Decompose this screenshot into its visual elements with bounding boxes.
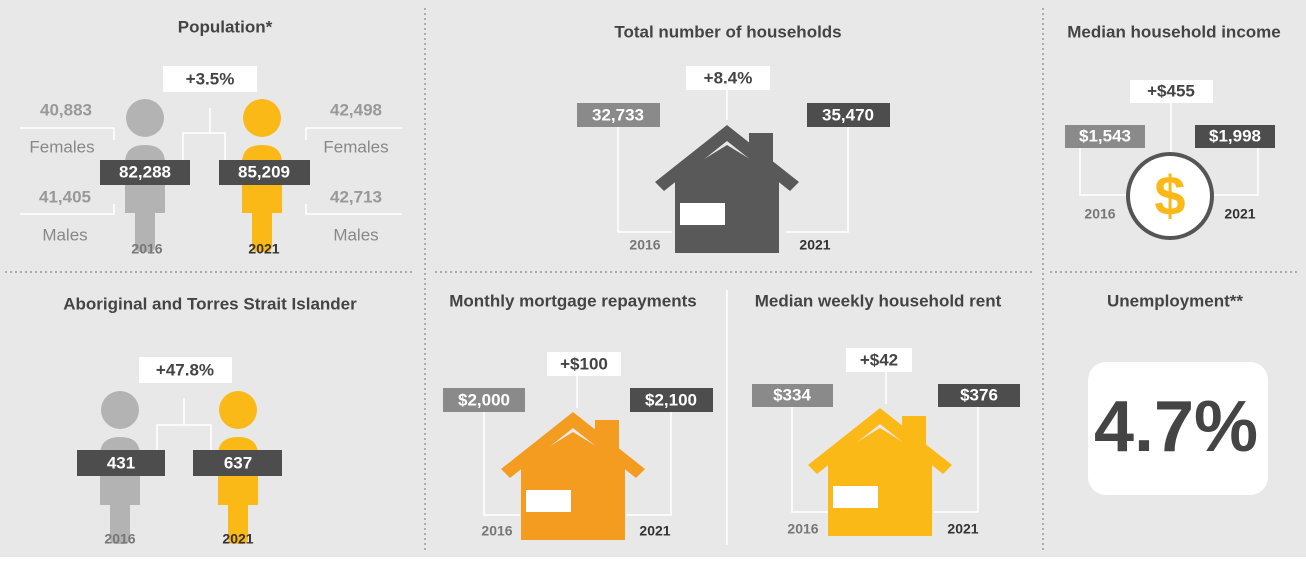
coin-icon <box>1126 152 1214 240</box>
change-box <box>547 352 621 376</box>
value-label: $2,000 <box>458 390 510 409</box>
connector <box>791 372 979 513</box>
value-label: 35,470 <box>822 105 874 124</box>
panel-title: Monthly mortgage repayments <box>449 291 697 310</box>
value-label: $1,998 <box>1209 126 1261 145</box>
year-label: 2016 <box>131 241 162 257</box>
male-label: Males <box>42 225 87 244</box>
value-label: $2,100 <box>645 390 697 409</box>
year-label: 2016 <box>787 521 818 537</box>
panel-title: Median household income <box>1067 22 1280 41</box>
change-label: +3.5% <box>186 69 235 88</box>
value-label: 32,733 <box>592 105 644 124</box>
change-box <box>846 348 912 372</box>
value-box <box>630 388 713 412</box>
year-label: 2021 <box>1224 206 1255 222</box>
year-label: 2016 <box>629 237 660 253</box>
stat-card <box>1088 362 1268 495</box>
value-label: $376 <box>960 385 998 404</box>
connector <box>483 376 672 516</box>
coin-symbol: $ <box>1154 164 1185 227</box>
panel-title: Total number of households <box>614 22 841 41</box>
value-box <box>577 103 660 127</box>
stat-value: 4.7% <box>1094 387 1258 467</box>
change-label: +$100 <box>560 354 608 373</box>
value-box <box>807 103 890 127</box>
panel-title: Median weekly household rent <box>755 291 1002 310</box>
connector <box>1079 103 1259 196</box>
change-label: +8.4% <box>704 68 753 87</box>
male-count: 41,405 <box>39 187 91 206</box>
value-box <box>219 160 310 185</box>
connector <box>20 127 402 215</box>
value-box <box>938 384 1020 407</box>
panel-title: Population* <box>178 17 273 36</box>
value-label: 82,288 <box>119 162 171 181</box>
value-box <box>193 450 282 476</box>
female-count: 42,498 <box>330 100 382 119</box>
panel-title: Aboriginal and Torres Strait Islander <box>63 294 357 313</box>
panel-title: Unemployment** <box>1107 291 1243 310</box>
male-label: Males <box>333 225 378 244</box>
change-box <box>1130 80 1213 103</box>
change-label: +47.8% <box>156 360 214 379</box>
connector <box>156 398 212 462</box>
change-box <box>139 357 232 383</box>
change-box <box>163 66 257 92</box>
change-label: +$42 <box>860 350 898 369</box>
male-count: 42,713 <box>330 187 382 206</box>
value-label: $1,543 <box>1079 126 1131 145</box>
female-label: Females <box>323 137 388 156</box>
value-box <box>1065 125 1145 148</box>
year-label: 2021 <box>639 523 670 539</box>
female-label: Females <box>29 137 94 156</box>
year-label: 2021 <box>947 521 978 537</box>
year-label: 2021 <box>248 241 279 257</box>
year-label: 2016 <box>1084 206 1115 222</box>
connector <box>182 108 226 172</box>
value-box <box>100 160 190 185</box>
value-box <box>752 384 833 407</box>
value-label: 431 <box>107 453 135 472</box>
connector <box>617 90 849 233</box>
value-box <box>1195 125 1275 148</box>
female-count: 40,883 <box>40 100 92 119</box>
year-label: 2016 <box>481 523 512 539</box>
year-label: 2016 <box>104 531 135 547</box>
value-label: 637 <box>224 453 252 472</box>
change-label: +$455 <box>1147 81 1195 100</box>
value-label: $334 <box>773 385 811 404</box>
value-label: 85,209 <box>238 162 290 181</box>
year-label: 2021 <box>222 531 253 547</box>
change-box <box>686 66 770 90</box>
value-box <box>77 450 165 476</box>
value-box <box>443 388 525 412</box>
year-label: 2021 <box>799 237 830 253</box>
